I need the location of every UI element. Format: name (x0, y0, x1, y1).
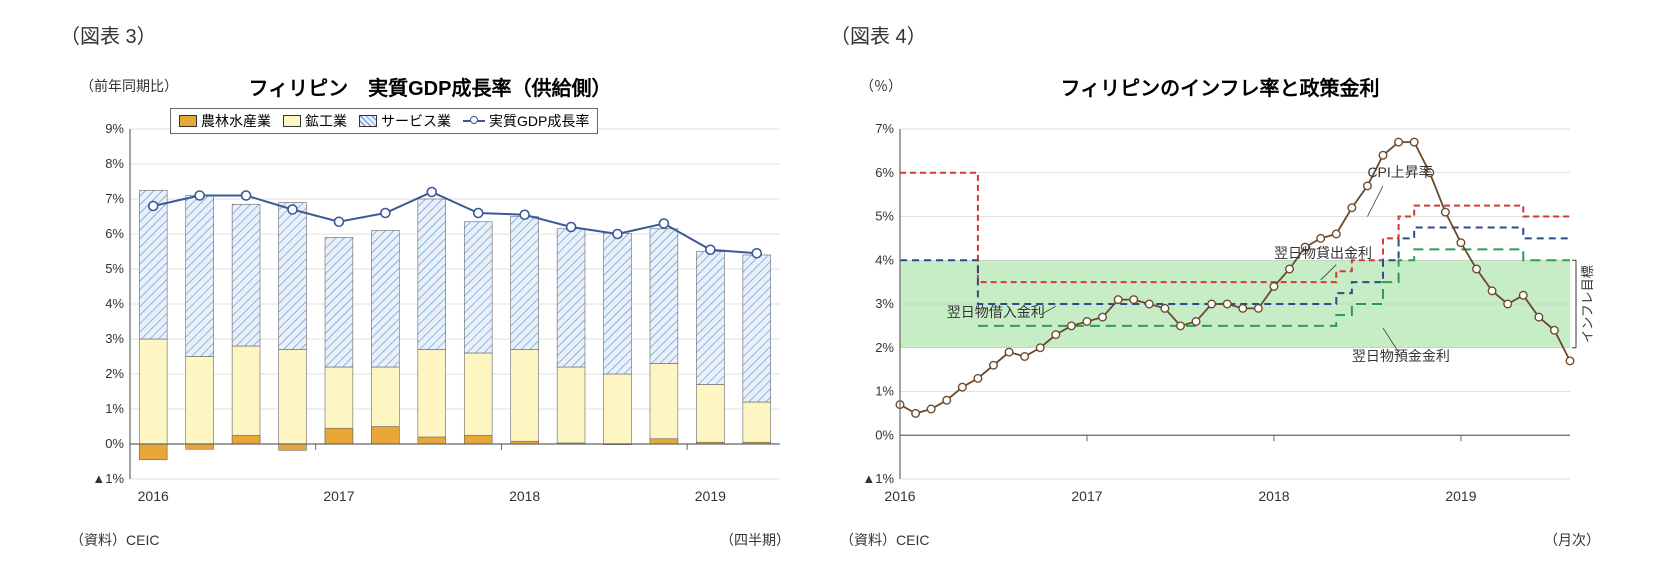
svg-text:2%: 2% (105, 366, 124, 381)
svg-text:2018: 2018 (509, 488, 540, 504)
svg-text:3%: 3% (105, 331, 124, 346)
svg-text:2019: 2019 (695, 488, 726, 504)
chart-3-svg: ▲1% 0% 1% 2% 3% 4% 5% 6% 7% 8% 9% 2016 2017 2018 2019 (60, 89, 800, 539)
legend-item-agri: 農林水産業 (179, 111, 271, 131)
svg-text:5%: 5% (875, 209, 894, 224)
svg-text:2016: 2016 (884, 488, 915, 504)
legend-item-services: サービス業 (359, 111, 451, 131)
svg-text:0%: 0% (875, 427, 894, 442)
svg-text:翌日物借入金利: 翌日物借入金利 (947, 304, 1045, 320)
svg-text:7%: 7% (105, 191, 124, 206)
svg-text:翌日物預金金利: 翌日物預金金利 (1352, 348, 1450, 364)
svg-text:6%: 6% (105, 226, 124, 241)
svg-text:0%: 0% (105, 436, 124, 451)
svg-text:2018: 2018 (1258, 488, 1289, 504)
svg-text:6%: 6% (875, 165, 894, 180)
svg-text:1%: 1% (875, 384, 894, 399)
svg-text:2017: 2017 (1071, 488, 1102, 504)
svg-text:4%: 4% (105, 296, 124, 311)
chart-4-panel: （図表 4） （％） フィリピンのインフレ率と政策金利 ▲1%0%1%2%3%4… (830, 20, 1610, 544)
chart-4-label: （図表 4） (830, 20, 1610, 49)
svg-text:4%: 4% (875, 252, 894, 267)
svg-text:8%: 8% (105, 156, 124, 171)
svg-text:2016: 2016 (138, 488, 169, 504)
svg-text:2%: 2% (875, 340, 894, 355)
chart-4-x-unit: （月次） (1544, 530, 1600, 550)
chart-3-panel: （図表 3） （前年同期比） フィリピン 実質GDP成長率（供給側） 農林水産業… (60, 20, 800, 544)
chart-4-svg: ▲1% 0% 1% 2% 3% 4% 5% 6% 7% 2016 2017 2018 2019 CPI上昇… (830, 89, 1610, 539)
svg-text:▲1%: ▲1% (92, 471, 124, 486)
svg-text:インフレ目標: インフレ目標 (1580, 265, 1595, 343)
svg-text:7%: 7% (875, 121, 894, 136)
svg-text:9%: 9% (105, 121, 124, 136)
chart-4-source: （資料）CEIC (840, 530, 929, 550)
svg-text:CPI上昇率: CPI上昇率 (1367, 164, 1432, 180)
chart-3-title: フィリピン 実質GDP成長率（供給側） (60, 72, 800, 101)
svg-text:5%: 5% (105, 261, 124, 276)
chart-3-label: （図表 3） (60, 20, 800, 49)
svg-text:2019: 2019 (1445, 488, 1476, 504)
chart-4-title: フィリピンのインフレ率と政策金利 (830, 72, 1610, 101)
svg-text:1%: 1% (105, 401, 124, 416)
svg-text:3%: 3% (875, 296, 894, 311)
svg-text:翌日物貸出金利: 翌日物貸出金利 (1274, 245, 1372, 261)
legend-item-gdp: 実質GDP成長率 (463, 111, 589, 131)
chart-3-x-unit: （四半期） (720, 530, 790, 550)
svg-text:2017: 2017 (323, 488, 354, 504)
svg-text:▲1%: ▲1% (862, 471, 894, 486)
chart-3-source: （資料）CEIC (70, 530, 159, 550)
legend-item-mining: 鉱工業 (283, 111, 347, 131)
chart-3-legend: 農林水産業 鉱工業 サービス業 実質GDP成長率 (170, 108, 598, 134)
